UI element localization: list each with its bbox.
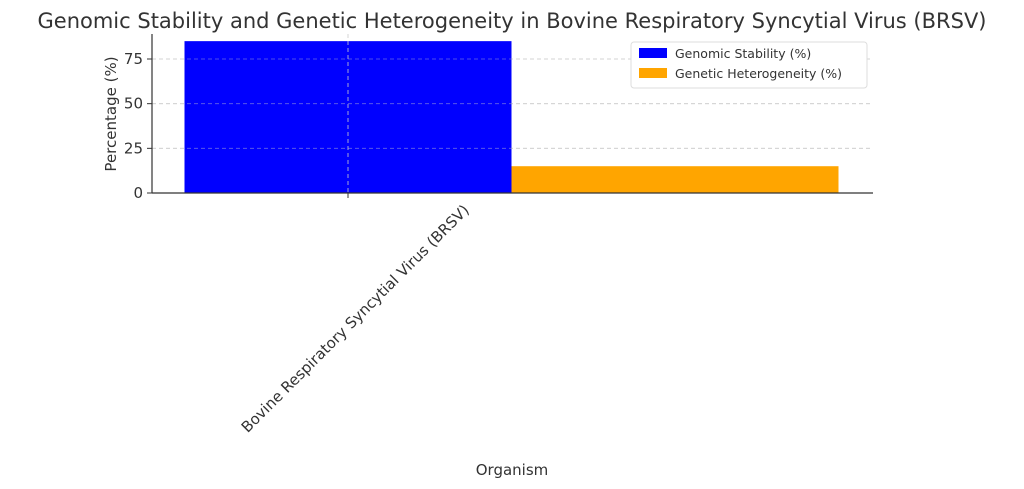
- x-axis-ticks: Bovine Respiratory Syncytial Virus (BRSV…: [238, 193, 473, 436]
- legend-swatch: [639, 68, 667, 78]
- legend-label: Genomic Stability (%): [675, 46, 811, 61]
- y-axis-ticks: 0 25 50 75: [124, 50, 152, 202]
- x-tick-label: Bovine Respiratory Syncytial Virus (BRSV…: [238, 201, 473, 436]
- bar-genetic-heterogeneity: [511, 166, 839, 193]
- legend: Genomic Stability (%) Genetic Heterogenei…: [630, 41, 868, 89]
- chart-title: Genomic Stability and Genetic Heterogene…: [38, 9, 987, 33]
- y-tick-label: 50: [124, 95, 143, 113]
- legend-label: Genetic Heterogeneity (%): [675, 66, 842, 81]
- y-axis-label: Percentage (%): [102, 56, 120, 171]
- y-tick-label: 75: [124, 50, 143, 68]
- legend-box: [630, 41, 868, 89]
- legend-swatch: [639, 48, 667, 58]
- bars-group: [152, 34, 873, 193]
- y-tick-label: 0: [133, 184, 143, 202]
- x-axis-label: Organism: [476, 461, 549, 479]
- y-tick-label: 25: [124, 139, 143, 157]
